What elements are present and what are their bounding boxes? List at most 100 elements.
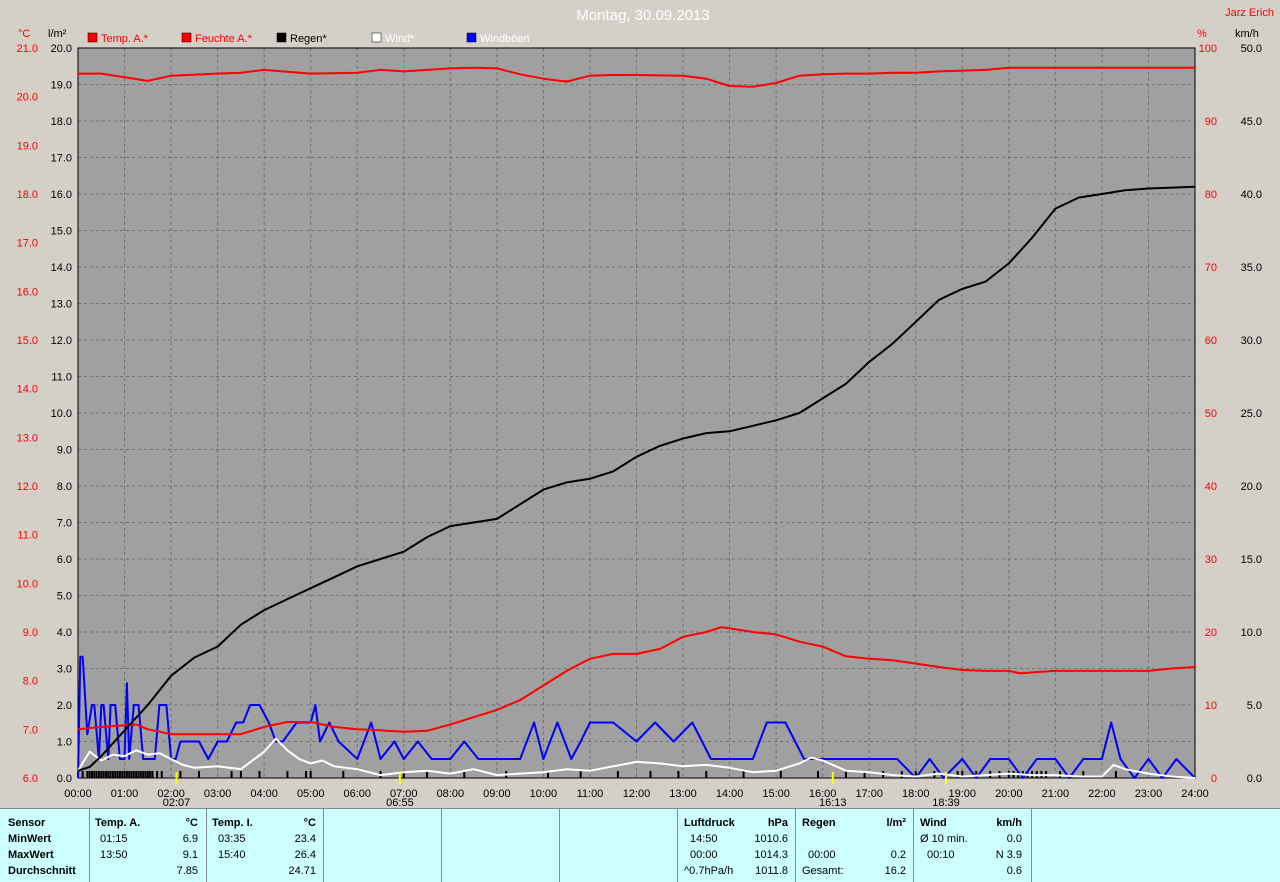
rain-event-tick: [107, 771, 110, 778]
temp-a-unit: °C: [185, 817, 198, 829]
temp-axis-tick: 16.0: [17, 286, 38, 298]
x-tick-label: 10:00: [530, 788, 558, 800]
wind-header: Wind: [920, 817, 947, 829]
wind-axis-tick: 25.0: [1241, 408, 1262, 420]
rain-axis-tick: 10.0: [51, 408, 72, 420]
luftdruck-avg-value: 1011.8: [755, 865, 788, 877]
rain-event-tick: [144, 771, 147, 778]
rain-event-tick: [844, 771, 847, 778]
rain-event-tick: [305, 771, 308, 778]
humidity-axis-tick: 50: [1205, 408, 1217, 420]
label-min: MinWert: [8, 833, 52, 845]
humidity-axis-tick: 70: [1205, 262, 1217, 274]
legend-swatch: [371, 32, 382, 43]
luftdruck-max-value: 1014.3: [754, 849, 788, 861]
rain-event-tick: [286, 771, 289, 778]
luftdruck-max-time: 00:00: [690, 849, 718, 861]
rain-event-tick: [309, 771, 312, 778]
x-tick-label: 16:00: [809, 788, 837, 800]
label-avg: Durchschnitt: [8, 865, 76, 877]
marker-label: 16:13: [819, 797, 847, 806]
temp-axis-tick: 12.0: [17, 481, 38, 493]
luftdruck-min-value: 1010.6: [754, 833, 788, 845]
marker-label: 02:07: [163, 797, 191, 806]
rain-event-tick: [86, 771, 89, 778]
rain-event-tick: [90, 771, 93, 778]
temp-axis-tick: 13.0: [17, 432, 38, 444]
series-line-windb-en: [77, 655, 1196, 779]
rain-axis-tick: 4.0: [57, 627, 72, 639]
rain-event-tick: [102, 771, 105, 778]
luftdruck-unit: hPa: [767, 817, 788, 829]
wind-axis-tick: 50.0: [1241, 43, 1262, 55]
regen-unit: l/m²: [886, 817, 906, 829]
luftdruck-header: Luftdruck: [684, 817, 735, 829]
rain-event-tick: [128, 771, 131, 778]
temp-axis-tick: 8.0: [23, 676, 38, 688]
rain-axis-tick: 6.0: [57, 554, 72, 566]
wind-axis-tick: 10.0: [1241, 627, 1262, 639]
x-tick-label: 01:00: [111, 788, 139, 800]
rain-event-tick: [179, 771, 182, 778]
luftdruck-trend: ^0.7hPa/h: [684, 865, 734, 877]
regen-max-value: 0.2: [890, 849, 906, 861]
x-tick-label: 22:00: [1088, 788, 1116, 800]
rain-event-tick: [151, 771, 154, 778]
rain-axis-tick: 5.0: [57, 591, 72, 603]
x-tick-label: 21:00: [1042, 788, 1070, 800]
rain-event-tick: [121, 771, 124, 778]
rain-event-tick: [97, 771, 100, 778]
x-tick-label: 19:00: [949, 788, 977, 800]
rain-event-tick: [125, 771, 128, 778]
wind-axis-tick: 0.0: [1247, 773, 1262, 785]
rain-event-tick: [956, 771, 959, 778]
wind-axis-unit: km/h: [1235, 28, 1259, 40]
legend-swatch: [87, 32, 98, 43]
legend-item: Windböen: [466, 32, 530, 45]
rain-axis-tick: 11.0: [51, 372, 72, 384]
x-tick-label: 12:00: [623, 788, 651, 800]
marker-label: 06:55: [386, 797, 414, 806]
temp-axis-tick: 11.0: [17, 530, 38, 542]
wind-axis-tick: 15.0: [1241, 554, 1262, 566]
x-tick-label: 14:00: [716, 788, 744, 800]
rain-event-tick: [95, 771, 98, 778]
x-tick-label: 23:00: [1135, 788, 1163, 800]
rain-event-tick: [258, 771, 261, 778]
rain-axis-tick: 19.0: [51, 80, 72, 92]
regen-max-time: 00:00: [808, 849, 836, 861]
x-tick-label: 06:00: [343, 788, 371, 800]
rain-event-tick: [817, 771, 820, 778]
rain-event-tick: [649, 771, 652, 778]
wind-axis-tick: 35.0: [1241, 262, 1262, 274]
label-max: MaxWert: [8, 849, 54, 861]
legend-label: Regen*: [290, 33, 327, 45]
x-tick-label: 09:00: [483, 788, 511, 800]
humidity-axis-tick: 30: [1205, 554, 1217, 566]
temp-axis-tick: 10.0: [17, 578, 38, 590]
rain-event-tick: [135, 771, 138, 778]
rain-axis-tick: 9.0: [57, 445, 72, 457]
wind-axis-tick: 5.0: [1247, 700, 1262, 712]
rain-event-tick: [1114, 771, 1117, 778]
plot-frame: [77, 47, 1196, 779]
temp-axis-tick: 18.0: [17, 189, 38, 201]
x-tick-label: 08:00: [437, 788, 465, 800]
temp-axis-unit: °C: [18, 28, 30, 40]
rain-event-tick: [156, 771, 159, 778]
rain-event-tick: [975, 771, 978, 778]
temp-i-min-time: 03:35: [218, 833, 246, 845]
rain-axis-tick: 12.0: [51, 335, 72, 347]
rain-event-tick: [137, 771, 140, 778]
summary-panel: Sensor MinWert MaxWert Durchschnitt Temp…: [0, 808, 1280, 882]
humidity-axis-tick: 0: [1211, 773, 1217, 785]
rain-axis-tick: 15.0: [51, 226, 72, 238]
legend-label: Windböen: [480, 33, 530, 45]
rain-event-tick: [547, 771, 550, 778]
rain-event-tick: [109, 771, 112, 778]
humidity-axis-tick: 90: [1205, 116, 1217, 128]
humidity-axis-tick: 100: [1199, 43, 1217, 55]
series-line-feuchte-a: [78, 66, 1195, 88]
temp-a-min-time: 01:15: [100, 833, 128, 845]
rain-event-tick: [616, 771, 619, 778]
